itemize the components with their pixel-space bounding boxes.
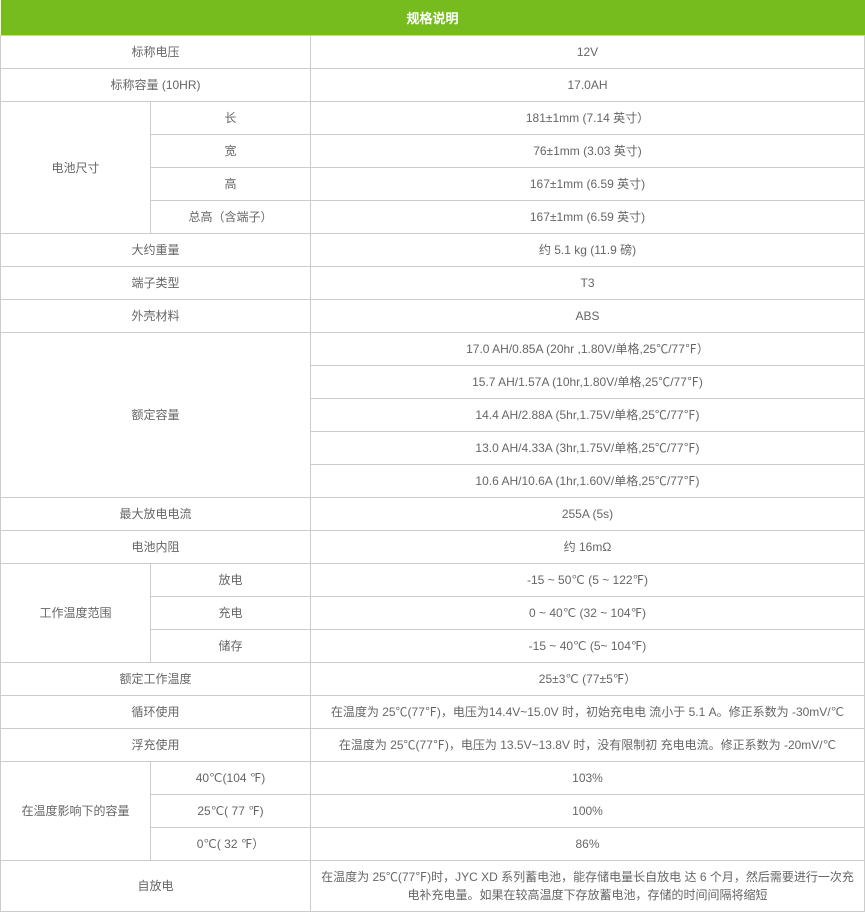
internal-res-value: 约 16mΩ — [311, 531, 865, 564]
nominal-voltage-label: 标称电压 — [1, 36, 311, 69]
temp-40-label: 40℃(104 ℉) — [151, 762, 311, 795]
temp-40-value: 103% — [311, 762, 865, 795]
case-material-value: ABS — [311, 300, 865, 333]
table-row: 循环使用 在温度为 25℃(77℉)，电压为14.4V~15.0V 时，初始充电… — [1, 696, 865, 729]
total-height-label: 总高（含端子） — [151, 201, 311, 234]
approx-weight-value: 约 5.1 kg (11.9 磅) — [311, 234, 865, 267]
table-row: 工作温度范围 放电 -15 ~ 50℃ (5 ~ 122℉) — [1, 564, 865, 597]
rated-capacity-2: 15.7 AH/1.57A (10hr,1.80V/单格,25℃/77℉) — [311, 366, 865, 399]
cycle-use-value: 在温度为 25℃(77℉)，电压为14.4V~15.0V 时，初始充电电 流小于… — [311, 696, 865, 729]
temp-0-label: 0℃( 32 ℉） — [151, 828, 311, 861]
height-value: 167±1mm (6.59 英寸) — [311, 168, 865, 201]
nominal-capacity-value: 17.0AH — [311, 69, 865, 102]
self-discharge-label: 自放电 — [1, 861, 311, 912]
cycle-use-label: 循环使用 — [1, 696, 311, 729]
table-row: 标称电压 12V — [1, 36, 865, 69]
table-row: 电池内阻 约 16mΩ — [1, 531, 865, 564]
max-discharge-label: 最大放电电流 — [1, 498, 311, 531]
self-discharge-value: 在温度为 25℃(77℉)时，JYC XD 系列蓄电池，能存储电量长自放电 达 … — [311, 861, 865, 912]
rated-capacity-4: 13.0 AH/4.33A (3hr,1.75V/单格,25℃/77℉) — [311, 432, 865, 465]
table-row: 在温度影响下的容量 40℃(104 ℉) 103% — [1, 762, 865, 795]
charge-label: 充电 — [151, 597, 311, 630]
rated-capacity-5: 10.6 AH/10.6A (1hr,1.60V/单格,25℃/77℉) — [311, 465, 865, 498]
terminal-type-label: 端子类型 — [1, 267, 311, 300]
temp-0-value: 86% — [311, 828, 865, 861]
spec-table: 规格说明 标称电压 12V 标称容量 (10HR) 17.0AH 电池尺寸 长 … — [0, 0, 865, 912]
height-label: 高 — [151, 168, 311, 201]
temp-25-label: 25℃( 77 ℉) — [151, 795, 311, 828]
rated-capacity-3: 14.4 AH/2.88A (5hr,1.75V/单格,25℃/77℉) — [311, 399, 865, 432]
table-row: 自放电 在温度为 25℃(77℉)时，JYC XD 系列蓄电池，能存储电量长自放… — [1, 861, 865, 912]
width-value: 76±1mm (3.03 英寸) — [311, 135, 865, 168]
internal-res-label: 电池内阻 — [1, 531, 311, 564]
rated-op-temp-label: 额定工作温度 — [1, 663, 311, 696]
table-row: 外壳材料 ABS — [1, 300, 865, 333]
table-row: 端子类型 T3 — [1, 267, 865, 300]
max-discharge-value: 255A (5s) — [311, 498, 865, 531]
op-temp-range-label: 工作温度范围 — [1, 564, 151, 663]
storage-label: 储存 — [151, 630, 311, 663]
length-label: 长 — [151, 102, 311, 135]
width-label: 宽 — [151, 135, 311, 168]
case-material-label: 外壳材料 — [1, 300, 311, 333]
charge-value: 0 ~ 40℃ (32 ~ 104℉) — [311, 597, 865, 630]
rated-op-temp-value: 25±3℃ (77±5℉） — [311, 663, 865, 696]
storage-value: -15 ~ 40℃ (5~ 104℉) — [311, 630, 865, 663]
table-row: 额定工作温度 25±3℃ (77±5℉） — [1, 663, 865, 696]
nominal-voltage-value: 12V — [311, 36, 865, 69]
table-row: 额定容量 17.0 AH/0.85A (20hr ,1.80V/单格,25℃/7… — [1, 333, 865, 366]
nominal-capacity-label: 标称容量 (10HR) — [1, 69, 311, 102]
table-row: 浮充使用 在温度为 25℃(77℉)，电压为 13.5V~13.8V 时，没有限… — [1, 729, 865, 762]
approx-weight-label: 大约重量 — [1, 234, 311, 267]
temp-25-value: 100% — [311, 795, 865, 828]
rated-capacity-1: 17.0 AH/0.85A (20hr ,1.80V/单格,25℃/77℉） — [311, 333, 865, 366]
length-value: 181±1mm (7.14 英寸） — [311, 102, 865, 135]
table-row: 电池尺寸 长 181±1mm (7.14 英寸） — [1, 102, 865, 135]
discharge-value: -15 ~ 50℃ (5 ~ 122℉) — [311, 564, 865, 597]
rated-capacity-label: 额定容量 — [1, 333, 311, 498]
battery-size-label: 电池尺寸 — [1, 102, 151, 234]
table-row: 大约重量 约 5.1 kg (11.9 磅) — [1, 234, 865, 267]
float-use-value: 在温度为 25℃(77℉)，电压为 13.5V~13.8V 时，没有限制初 充电… — [311, 729, 865, 762]
table-row: 标称容量 (10HR) 17.0AH — [1, 69, 865, 102]
total-height-value: 167±1mm (6.59 英寸) — [311, 201, 865, 234]
float-use-label: 浮充使用 — [1, 729, 311, 762]
table-header: 规格说明 — [1, 0, 865, 36]
terminal-type-value: T3 — [311, 267, 865, 300]
table-row: 最大放电电流 255A (5s) — [1, 498, 865, 531]
temp-effect-label: 在温度影响下的容量 — [1, 762, 151, 861]
discharge-label: 放电 — [151, 564, 311, 597]
